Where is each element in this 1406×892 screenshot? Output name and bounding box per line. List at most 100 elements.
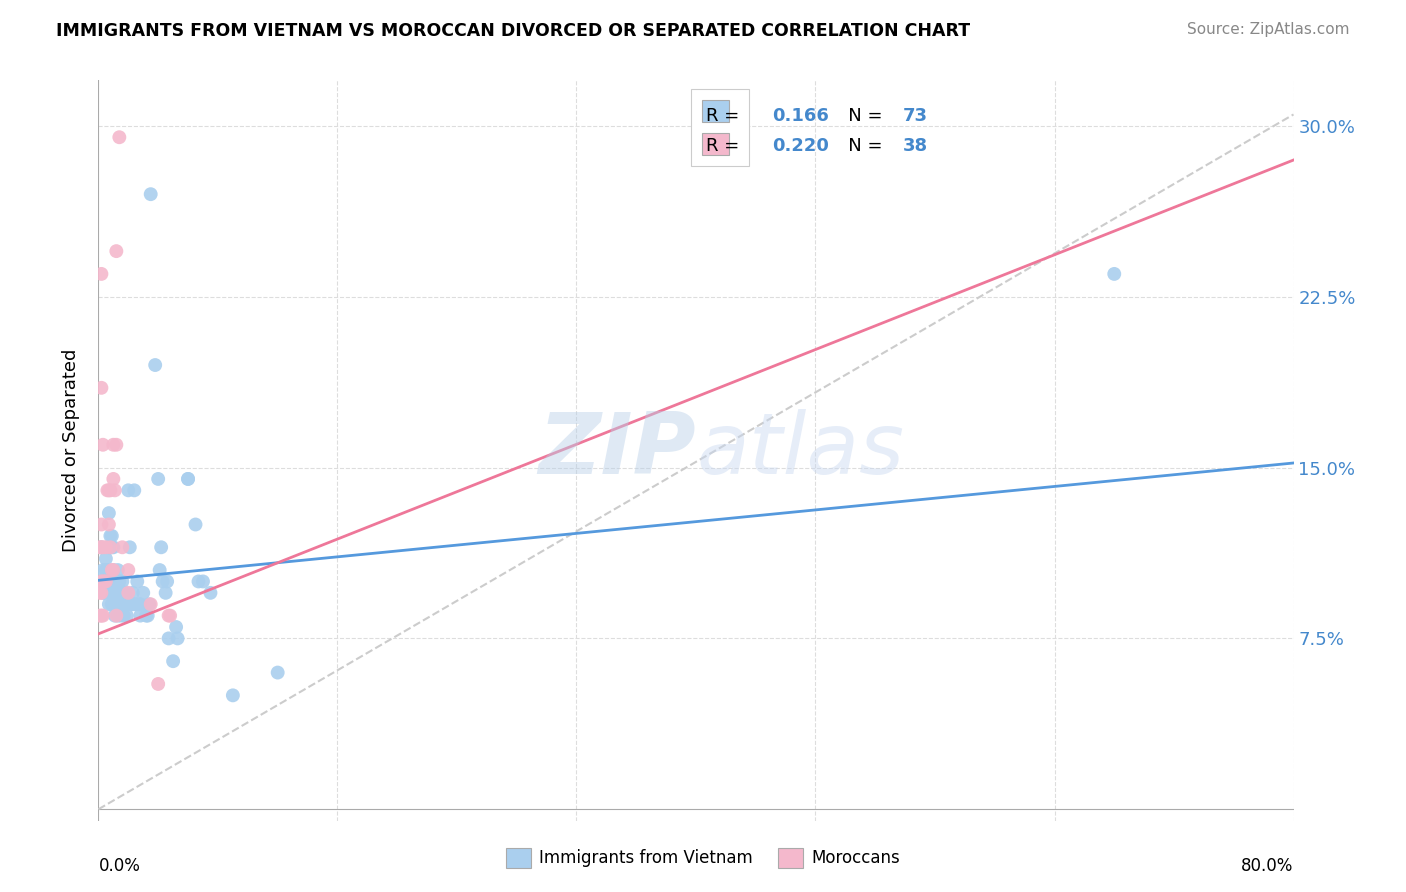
Point [165,620,187,634]
Point [155,586,177,600]
Point [129,597,152,611]
Point [104,608,127,623]
Point [89,586,111,600]
Point [1104,267,1126,281]
Point [121,586,143,600]
Point [98,541,122,555]
Point [91,438,114,452]
Point [89,541,111,555]
Point [135,608,157,623]
Point [150,541,173,555]
Point [97,517,120,532]
Text: IMMIGRANTS FROM VIETNAM VS MOROCCAN DIVORCED OR SEPARATED CORRELATION CHART: IMMIGRANTS FROM VIETNAM VS MOROCCAN DIVO… [56,22,970,40]
Text: 0.0%: 0.0% [98,857,141,875]
Point [107,608,129,623]
Point [108,586,131,600]
Point [187,574,209,589]
Point [114,586,136,600]
Legend: , : , [690,89,749,166]
Point [101,541,124,555]
Point [121,597,143,611]
Point [91,563,114,577]
Point [124,483,146,498]
Point [148,472,170,486]
Point [143,358,166,372]
Legend: Immigrants from Vietnam, Moroccans: Immigrants from Vietnam, Moroccans [499,841,907,875]
Point [91,586,114,600]
Text: atlas: atlas [696,409,904,492]
Point [91,541,114,555]
Point [90,574,112,589]
Point [117,586,139,600]
Point [104,483,127,498]
Point [97,586,120,600]
Text: 0.166: 0.166 [772,107,828,126]
Point [94,574,117,589]
Point [103,438,125,452]
Point [103,563,125,577]
Point [120,597,142,611]
Point [112,608,135,623]
Point [108,574,131,589]
Point [103,541,125,555]
Text: R =: R = [706,137,745,155]
Point [96,483,118,498]
Point [93,574,115,589]
Text: 0.220: 0.220 [772,137,828,155]
Point [125,597,148,611]
Point [97,506,120,520]
Point [118,541,141,555]
Point [152,574,174,589]
Point [94,541,117,555]
Point [108,130,131,145]
Point [91,608,114,623]
Point [132,586,155,600]
Point [90,267,112,281]
Point [94,551,117,566]
Point [90,608,112,623]
Point [117,563,139,577]
Point [139,187,162,202]
Point [110,608,132,623]
Point [111,597,134,611]
Point [112,597,135,611]
Point [103,563,125,577]
Point [115,608,138,623]
Point [111,541,134,555]
Point [104,586,127,600]
Point [107,597,129,611]
Text: ZIP: ZIP [538,409,696,492]
Point [101,574,124,589]
Point [105,586,128,600]
Point [139,597,162,611]
Point [101,597,124,611]
Point [97,597,120,611]
Point [177,472,200,486]
Point [107,563,129,577]
Point [98,483,122,498]
Point [162,654,184,668]
Point [105,244,128,259]
Point [148,677,170,691]
Text: 73: 73 [903,107,928,126]
Point [101,563,124,577]
Point [111,574,134,589]
Point [157,632,180,646]
Point [159,608,181,623]
Point [101,529,124,543]
Text: Source: ZipAtlas.com: Source: ZipAtlas.com [1187,22,1350,37]
Point [110,586,132,600]
Point [127,574,149,589]
Point [93,586,115,600]
Point [157,608,180,623]
Point [103,574,125,589]
Point [128,597,150,611]
Point [200,586,222,600]
Y-axis label: Divorced or Separated: Divorced or Separated [62,349,80,552]
Text: N =: N = [831,137,889,155]
Point [90,586,112,600]
Point [136,608,159,623]
Point [94,563,117,577]
Point [105,608,128,623]
Point [156,574,179,589]
